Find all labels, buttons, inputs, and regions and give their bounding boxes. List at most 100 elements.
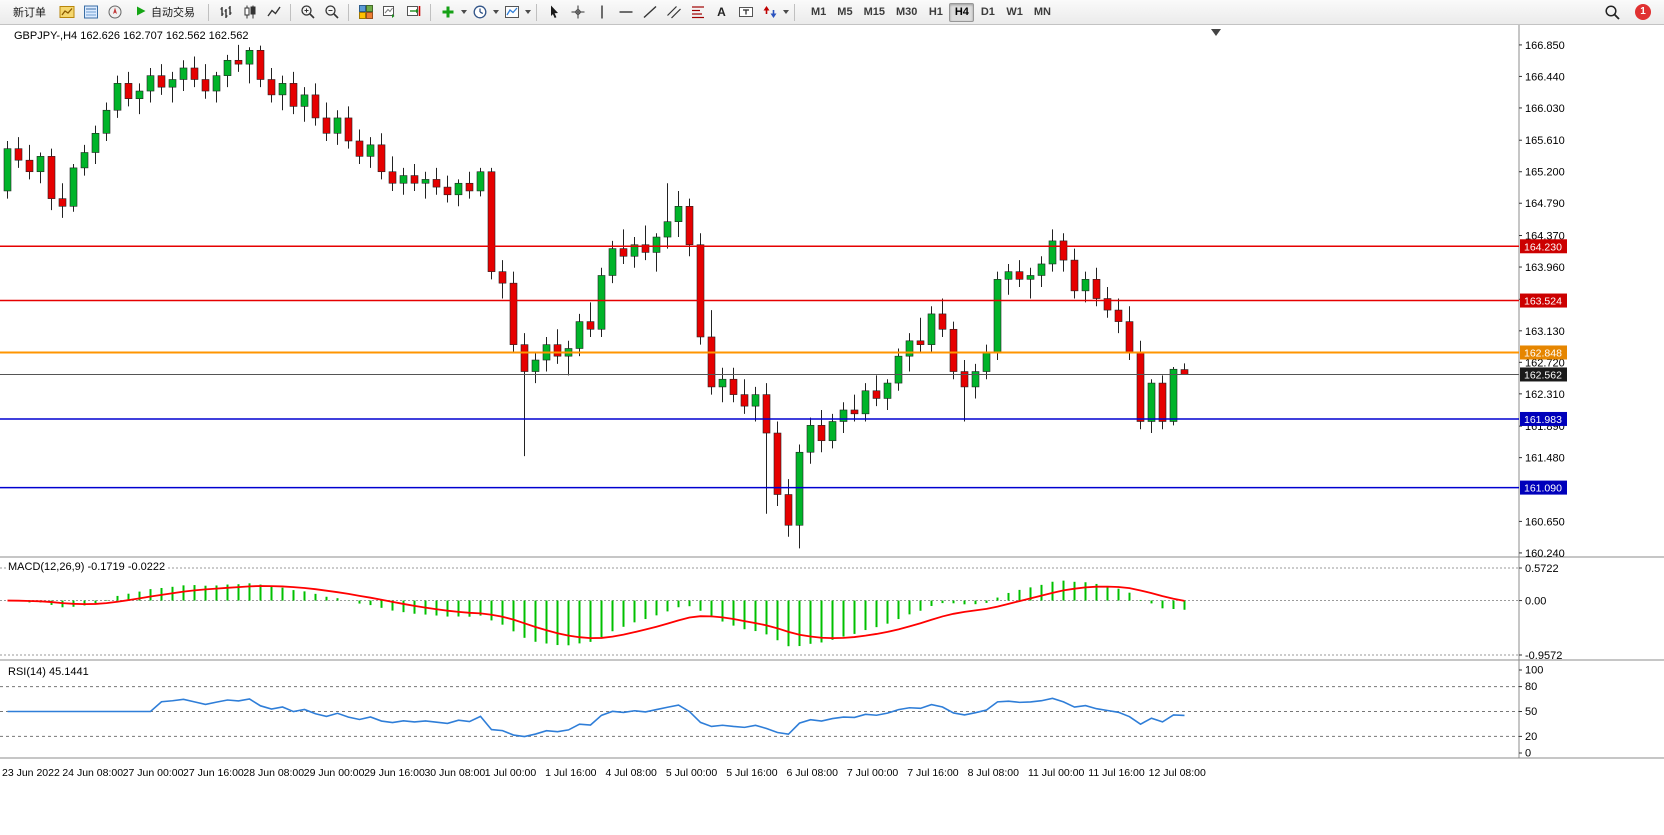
- time-axis-label: 29 Jun 16:00: [364, 767, 425, 779]
- timeframe-m30[interactable]: M30: [891, 3, 922, 22]
- rsi-indicator-label: RSI(14) 45.1441: [6, 666, 91, 678]
- time-axis-label: 27 Jun 16:00: [183, 767, 244, 779]
- timeframe-m15[interactable]: M15: [859, 3, 890, 22]
- timeframe-m1[interactable]: M1: [806, 3, 831, 22]
- candle-down: [817, 425, 826, 442]
- text-tool-icon[interactable]: A: [710, 2, 733, 23]
- chart-canvas[interactable]: 166.850 166.440 166.030 165.610 165.200 164.7…: [0, 25, 1664, 835]
- fibonacci-icon[interactable]: [686, 2, 709, 23]
- arrows-tool-icon[interactable]: [758, 2, 781, 23]
- horizontal-line-icon[interactable]: [614, 2, 637, 23]
- price-axis-label: 163.960: [1525, 262, 1565, 274]
- candle-down: [784, 494, 793, 526]
- search-icon[interactable]: [1601, 2, 1624, 23]
- price-axis-label: 161.480: [1525, 453, 1565, 465]
- notification-badge[interactable]: 1: [1635, 4, 1651, 20]
- auto-scroll-icon[interactable]: [378, 2, 401, 23]
- candle-down: [498, 271, 507, 284]
- trendline-icon[interactable]: [638, 2, 661, 23]
- price-tag-162.848: [1520, 345, 1567, 360]
- timeframe-w1[interactable]: W1: [1001, 3, 1028, 22]
- periods-icon[interactable]: [468, 2, 491, 23]
- price-axis-label: 160.650: [1525, 516, 1565, 528]
- candle-up: [223, 59, 232, 76]
- candle-down: [850, 409, 859, 415]
- price-axis-label: 166.850: [1525, 40, 1565, 52]
- candle-down: [1092, 279, 1101, 299]
- candle-down: [201, 79, 210, 92]
- chevron-down-icon[interactable]: [461, 10, 467, 14]
- tile-windows-icon[interactable]: [354, 2, 377, 23]
- market-watch-icon[interactable]: [79, 2, 102, 23]
- candle-down: [1136, 352, 1145, 422]
- candle-down: [267, 79, 276, 96]
- candle-down: [773, 432, 782, 495]
- timeframe-mn[interactable]: MN: [1029, 3, 1056, 22]
- time-axis-label: 27 Jun 00:00: [123, 767, 184, 779]
- autotrading-button[interactable]: 自动交易: [127, 2, 203, 23]
- candle-down: [1158, 382, 1167, 422]
- candle-up: [212, 75, 221, 92]
- price-axis-label: 166.030: [1525, 103, 1565, 115]
- candle-down: [696, 244, 705, 338]
- candle-up: [1169, 368, 1178, 422]
- timeframe-d1[interactable]: D1: [975, 3, 1000, 22]
- new-order-button[interactable]: 新订单: [5, 2, 54, 23]
- zoom-in-icon[interactable]: [296, 2, 319, 23]
- chevron-down-icon[interactable]: [525, 10, 531, 14]
- time-axis-label: 1 Jul 16:00: [545, 767, 597, 779]
- timeframe-h4[interactable]: H4: [949, 2, 975, 22]
- zoom-out-icon[interactable]: [320, 2, 343, 23]
- candle-down: [1059, 240, 1068, 261]
- candle-up: [454, 182, 463, 196]
- rsi-line: [7, 697, 1185, 738]
- toolbar-separator: [794, 3, 795, 21]
- candle-up: [278, 83, 287, 96]
- chart-shift-icon[interactable]: [402, 2, 425, 23]
- time-axis-label: 28 Jun 08:00: [243, 767, 304, 779]
- chart-shift-marker[interactable]: [1211, 29, 1221, 36]
- equidistant-channel-icon[interactable]: [662, 2, 685, 23]
- price-axis-label: 165.610: [1525, 135, 1565, 147]
- macd-axis-label: -0.9572: [1525, 650, 1562, 662]
- candle-down: [1114, 309, 1123, 322]
- navigator-icon[interactable]: [103, 2, 126, 23]
- time-axis-label: 5 Jul 00:00: [666, 767, 718, 779]
- candle-up: [1037, 263, 1046, 276]
- autotrading-label: 自动交易: [151, 7, 195, 19]
- timeframe-toolbar: M1 M5 M15 M30 H1 H4 D1 W1 MN: [806, 2, 1056, 22]
- candle-up: [476, 171, 485, 192]
- candle-up: [3, 148, 12, 192]
- candle-up: [971, 371, 980, 388]
- candle-up: [828, 421, 837, 442]
- rsi-axis-label: 80: [1525, 681, 1537, 693]
- chevron-down-icon[interactable]: [493, 10, 499, 14]
- cursor-icon[interactable]: [542, 2, 565, 23]
- candlestick-chart-icon[interactable]: [238, 2, 261, 23]
- price-axis-label: 165.200: [1525, 167, 1565, 179]
- timeframe-h1[interactable]: H1: [923, 3, 948, 22]
- timeframe-m5[interactable]: M5: [832, 3, 857, 22]
- candle-up: [1048, 240, 1057, 265]
- candle-down: [256, 49, 265, 80]
- candle-down: [190, 67, 199, 80]
- line-chart-icon[interactable]: [262, 2, 285, 23]
- charts-icon[interactable]: [55, 2, 78, 23]
- candle-up: [1004, 271, 1013, 280]
- candle-up: [91, 132, 100, 153]
- candle-down: [872, 390, 881, 399]
- text-label-tool-icon[interactable]: [734, 2, 757, 23]
- chevron-down-icon[interactable]: [783, 10, 789, 14]
- candle-down: [762, 394, 771, 434]
- candle-up: [146, 75, 155, 92]
- add-indicator-icon[interactable]: [436, 2, 459, 23]
- crosshair-icon[interactable]: [566, 2, 589, 23]
- time-axis-label: 23 Jun 2022: [2, 767, 60, 779]
- templates-icon[interactable]: [500, 2, 523, 23]
- candle-down: [58, 198, 67, 207]
- bar-chart-icon[interactable]: [214, 2, 237, 23]
- time-axis-label: 8 Jul 08:00: [968, 767, 1020, 779]
- vertical-line-icon[interactable]: [590, 2, 613, 23]
- candle-down: [960, 371, 969, 388]
- time-axis-label: 11 Jul 16:00: [1088, 767, 1145, 779]
